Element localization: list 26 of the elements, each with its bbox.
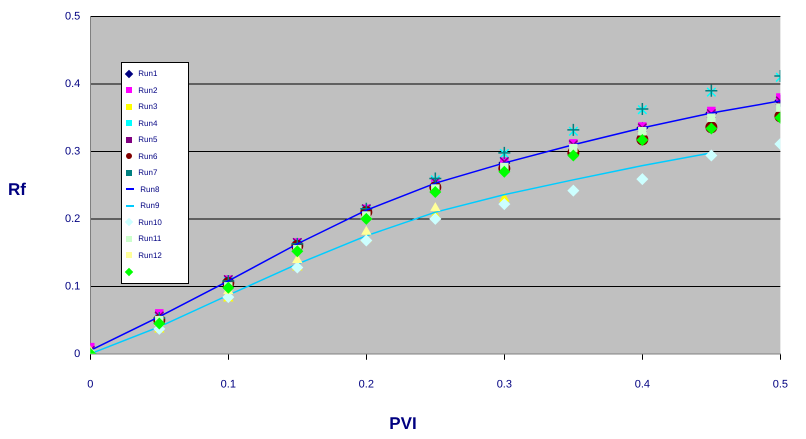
y-tick-label: 0 bbox=[74, 348, 80, 360]
x-tick-label: 0 bbox=[87, 378, 94, 390]
y-tick-label: 0.3 bbox=[64, 146, 80, 158]
legend-label: Run9 bbox=[140, 201, 160, 210]
x-tick-label: 0.4 bbox=[634, 378, 650, 390]
legend-label: Run2 bbox=[138, 86, 158, 95]
legend-label: Run11 bbox=[138, 234, 162, 244]
y-tick-label: 0.4 bbox=[64, 78, 80, 90]
x-axis-title: PVI bbox=[388, 414, 418, 434]
y-tick-label: 0.1 bbox=[64, 280, 80, 292]
y-axis-title: Rf bbox=[8, 180, 26, 200]
legend-label: Run1 bbox=[138, 69, 158, 78]
legend-label: Run12 bbox=[138, 250, 162, 260]
x-tick-label: 0.5 bbox=[772, 378, 788, 390]
legend-label: Run8 bbox=[140, 184, 160, 194]
legend-label: Run5 bbox=[138, 135, 158, 144]
y-tick-label: 0.2 bbox=[64, 212, 80, 225]
x-tick-label: 0.1 bbox=[220, 378, 236, 390]
x-tick-label: 0.2 bbox=[358, 378, 374, 390]
legend-label: Run7 bbox=[138, 168, 158, 178]
y-tick-label: 0.5 bbox=[64, 10, 80, 23]
legend-label: Run6 bbox=[138, 152, 158, 161]
x-tick-label: 0.3 bbox=[496, 378, 512, 390]
legend-label: Run3 bbox=[138, 102, 158, 112]
legend-label: Run4 bbox=[138, 118, 158, 128]
legend-label: Run10 bbox=[138, 218, 162, 227]
